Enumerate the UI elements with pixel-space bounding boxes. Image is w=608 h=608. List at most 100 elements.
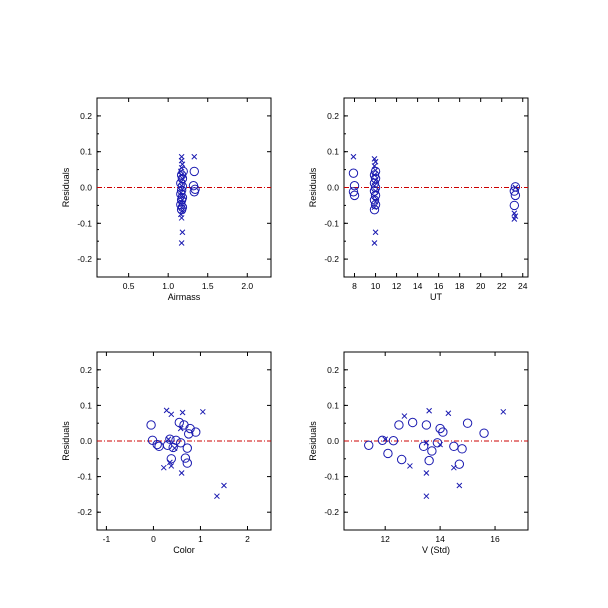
data-point-circle-marker [176, 185, 187, 196]
data-point-x-marker [371, 240, 378, 246]
data-point-circle-marker [166, 454, 177, 464]
data-point-circle-marker [369, 204, 380, 215]
x-tick-label: 10 [371, 281, 381, 291]
data-point-x-marker [221, 482, 227, 489]
x-tick-label: 1.5 [202, 281, 214, 291]
data-point-circle-marker [454, 459, 465, 469]
x-marker-stroke [160, 464, 167, 471]
x-marker-stroke [426, 407, 432, 414]
y-tick-label: 0.1 [80, 147, 92, 157]
data-point-circle-marker [407, 417, 418, 428]
data-point-x-marker [401, 413, 408, 419]
data-point-circle-marker [509, 200, 520, 211]
x-marker-stroke [177, 425, 184, 432]
data-point-x-marker [500, 408, 507, 415]
data-point-circle-marker [184, 429, 194, 439]
x-marker-stroke [350, 153, 357, 160]
x-tick-label: -1 [103, 534, 111, 544]
data-point-x-marker [512, 184, 519, 191]
x-marker-stroke [372, 167, 379, 174]
x-tick-label: 14 [435, 534, 445, 544]
data-point-x-marker [179, 409, 186, 416]
x-tick-label: 2 [245, 534, 250, 544]
y-tick-label: -0.1 [77, 472, 92, 482]
x-axis-label: Airmass [168, 292, 201, 302]
data-point-circle-marker [479, 428, 489, 438]
x-tick-label: 18 [455, 281, 465, 291]
x-marker-stroke [179, 161, 186, 168]
y-tick-label: 0.1 [327, 400, 339, 410]
y-tick-label: 0.0 [80, 436, 92, 446]
x-axis-label: UT [430, 292, 442, 302]
x-axis-label: V (Std) [422, 545, 450, 555]
y-tick-label: -0.1 [324, 218, 339, 228]
data-point-circle-marker [180, 453, 191, 463]
data-point-x-marker [191, 153, 198, 160]
y-axis-label: Residuals [61, 167, 71, 207]
data-point-circle-marker [370, 199, 381, 210]
y-tick-label: 0.1 [327, 147, 339, 157]
x-tick-label: 16 [490, 534, 500, 544]
data-point-x-marker [179, 161, 186, 168]
y-axis-label: Residuals [308, 421, 318, 461]
x-tick-label: 8 [352, 281, 357, 291]
data-point-x-marker [214, 493, 220, 500]
x-marker-stroke [179, 186, 186, 193]
data-point-x-marker [178, 215, 185, 221]
x-marker-stroke [500, 408, 507, 415]
data-point-circle-marker [370, 173, 381, 184]
data-point-circle-marker [462, 418, 473, 428]
data-point-x-marker [350, 153, 357, 160]
x-marker-stroke [179, 229, 186, 236]
data-point-x-marker [423, 493, 430, 500]
x-marker-stroke [382, 436, 389, 443]
data-point-circle-marker [369, 195, 380, 205]
y-tick-label: -0.1 [77, 218, 92, 228]
data-point-x-marker [445, 410, 452, 417]
data-point-circle-marker [349, 190, 360, 201]
data-point-circle-marker [168, 442, 178, 453]
data-point-x-marker [163, 407, 170, 414]
data-point-circle-marker [510, 190, 521, 201]
data-point-circle-marker [432, 438, 443, 448]
x-marker-stroke [199, 408, 206, 415]
y-tick-label: -0.2 [324, 254, 339, 264]
x-marker-stroke [371, 156, 378, 162]
data-point-circle-marker [154, 441, 164, 452]
data-point-circle-marker [369, 178, 380, 188]
x-marker-stroke [372, 158, 379, 165]
data-point-x-marker [178, 240, 185, 246]
data-point-circle-marker [421, 420, 432, 430]
y-axis-label: Residuals [308, 167, 318, 207]
data-point-x-marker [372, 158, 379, 165]
x-marker-stroke [372, 198, 379, 205]
y-tick-label: 0.2 [327, 111, 339, 121]
y-tick-label: -0.2 [77, 254, 92, 264]
y-tick-label: 0.2 [80, 111, 92, 121]
x-tick-label: 24 [518, 281, 528, 291]
data-point-circle-marker [364, 440, 374, 450]
data-point-circle-marker [348, 168, 359, 178]
data-point-circle-marker [189, 166, 199, 177]
x-tick-label: 22 [497, 281, 507, 291]
data-point-circle-marker [176, 204, 187, 215]
panel-color: -0.2 -0.1 0.0 0.1 0.2 -1 0 1 2 Color Residuals [61, 351, 272, 555]
data-point-x-marker [426, 407, 432, 414]
data-point-circle-marker [146, 420, 156, 430]
x-marker-stroke [178, 215, 185, 221]
x-tick-label: 2.0 [241, 281, 253, 291]
x-marker-stroke [221, 482, 227, 489]
x-marker-stroke [191, 153, 198, 160]
data-point-x-marker [407, 463, 413, 469]
data-point-circle-marker [388, 435, 399, 446]
data-point-circle-marker [349, 181, 360, 191]
data-point-circle-marker [152, 439, 162, 450]
panel-airmass: -0.2 -0.1 0.0 0.1 0.2 0.5 1.0 1.5 2.0 Airmass Resi… [61, 97, 272, 302]
panel-ut: -0.2 -0.1 0.0 0.1 0.2 8 10 12 14 16 18 20 22 24 UT Resi… [308, 97, 529, 302]
x-tick-label: 0.5 [123, 281, 135, 291]
data-point-x-marker [371, 172, 378, 178]
data-point-x-marker [168, 463, 175, 469]
x-marker-stroke [214, 493, 220, 500]
x-marker-stroke [401, 413, 408, 419]
